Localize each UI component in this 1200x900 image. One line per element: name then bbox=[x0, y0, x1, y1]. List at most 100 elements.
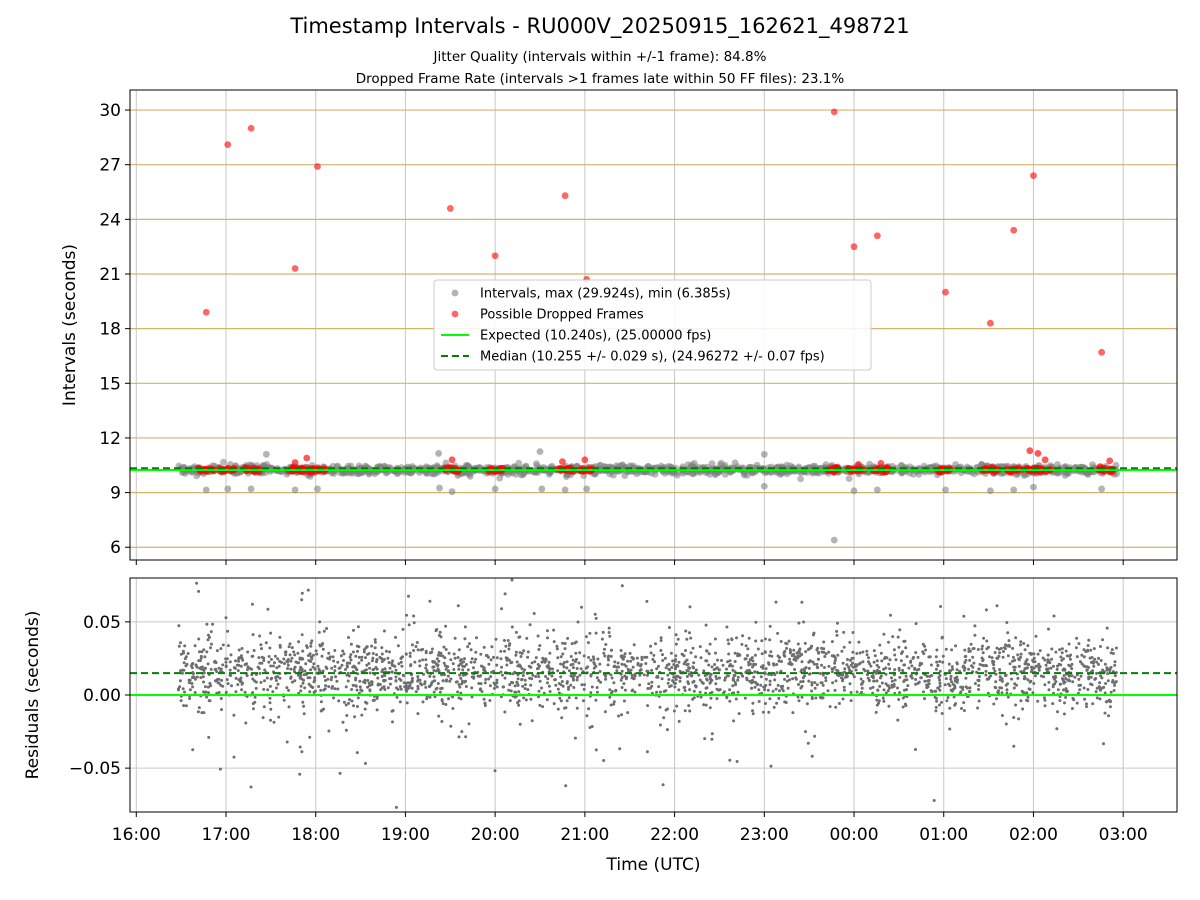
residual-point bbox=[347, 674, 351, 678]
residual-point bbox=[654, 642, 657, 646]
x-tick-label: 17:00 bbox=[201, 825, 250, 845]
legend-entry-label: Possible Dropped Frames bbox=[480, 308, 644, 323]
residual-point bbox=[305, 644, 309, 648]
residual-point bbox=[602, 759, 606, 762]
residual-point bbox=[371, 698, 375, 702]
residual-point bbox=[461, 668, 465, 672]
residual-point bbox=[456, 690, 460, 694]
residual-point bbox=[676, 637, 680, 641]
top-y-tick-label: 21 bbox=[99, 265, 121, 285]
residual-point bbox=[698, 678, 702, 682]
residual-point bbox=[308, 652, 312, 656]
residual-point bbox=[528, 623, 532, 627]
residual-point bbox=[661, 659, 665, 662]
residual-point bbox=[259, 680, 263, 684]
residual-point bbox=[529, 665, 533, 669]
residual-point bbox=[589, 674, 593, 678]
residual-point bbox=[482, 645, 486, 649]
residual-point bbox=[268, 696, 272, 700]
residual-point bbox=[788, 678, 792, 682]
residual-point bbox=[861, 650, 865, 654]
residual-point bbox=[1032, 666, 1036, 670]
residual-point bbox=[1043, 683, 1047, 687]
residual-point bbox=[759, 675, 763, 679]
residual-point bbox=[288, 653, 292, 657]
dropped-frame-point bbox=[247, 124, 255, 132]
residual-point bbox=[778, 689, 781, 693]
residual-point bbox=[187, 681, 191, 685]
residual-point bbox=[927, 682, 931, 686]
residual-point bbox=[787, 639, 791, 643]
residual-point bbox=[645, 750, 649, 754]
residual-point bbox=[317, 630, 321, 634]
residual-point bbox=[549, 667, 552, 671]
residual-point bbox=[533, 660, 537, 664]
residual-point bbox=[1103, 662, 1107, 666]
residual-point bbox=[822, 666, 826, 669]
residual-point bbox=[1049, 666, 1053, 670]
residual-point bbox=[335, 679, 339, 683]
residual-point bbox=[296, 651, 300, 655]
residual-point bbox=[438, 690, 442, 694]
residual-point bbox=[464, 679, 467, 683]
dropped-frame-point bbox=[291, 459, 299, 466]
residual-point bbox=[835, 633, 839, 637]
dropped-frame-point bbox=[1010, 226, 1018, 234]
dropped-frame-point bbox=[448, 456, 456, 464]
residual-point bbox=[981, 659, 985, 663]
residual-point bbox=[688, 666, 692, 670]
residual-point bbox=[290, 680, 294, 684]
residual-point bbox=[444, 624, 448, 628]
residual-point bbox=[753, 670, 757, 674]
residual-point bbox=[197, 706, 201, 710]
residual-point bbox=[764, 702, 767, 705]
residual-point bbox=[1094, 690, 1098, 694]
residual-point bbox=[854, 663, 857, 667]
residual-point bbox=[673, 675, 677, 679]
residual-point bbox=[375, 708, 379, 712]
residual-point bbox=[761, 710, 765, 714]
residual-point bbox=[708, 642, 712, 646]
residual-point bbox=[787, 662, 791, 666]
residual-point bbox=[419, 648, 423, 652]
residual-point bbox=[725, 625, 729, 629]
residual-point bbox=[660, 677, 664, 681]
residual-point bbox=[707, 663, 711, 667]
residual-point bbox=[619, 678, 623, 682]
residual-point bbox=[897, 668, 901, 672]
residual-point bbox=[352, 628, 355, 632]
residual-point bbox=[276, 657, 280, 661]
residual-point bbox=[416, 687, 420, 691]
residual-point bbox=[988, 655, 991, 659]
residual-point bbox=[938, 684, 942, 688]
residual-point bbox=[490, 645, 494, 649]
residual-point bbox=[374, 666, 378, 669]
residual-point bbox=[968, 689, 972, 693]
residual-point bbox=[302, 712, 306, 716]
dropped-frame-point bbox=[561, 192, 569, 200]
residual-point bbox=[461, 664, 465, 668]
residual-point bbox=[624, 677, 628, 681]
residual-point bbox=[276, 682, 280, 686]
residual-point bbox=[366, 685, 369, 689]
residual-point bbox=[1013, 665, 1017, 669]
residual-point bbox=[416, 675, 420, 679]
residual-point bbox=[744, 644, 748, 648]
residual-point bbox=[251, 633, 255, 637]
residual-point bbox=[319, 709, 323, 713]
residual-point bbox=[790, 662, 794, 666]
residual-point bbox=[914, 748, 917, 751]
residual-point bbox=[1078, 688, 1082, 692]
residual-point bbox=[297, 673, 300, 677]
residual-point bbox=[881, 696, 885, 700]
top-y-tick-label: 27 bbox=[99, 156, 121, 176]
residual-point bbox=[240, 656, 244, 660]
residual-point bbox=[458, 673, 462, 677]
residual-point bbox=[1026, 695, 1030, 699]
residual-point bbox=[1032, 656, 1036, 660]
residual-point bbox=[253, 700, 257, 704]
residual-point bbox=[935, 660, 939, 664]
residual-point bbox=[518, 651, 522, 655]
